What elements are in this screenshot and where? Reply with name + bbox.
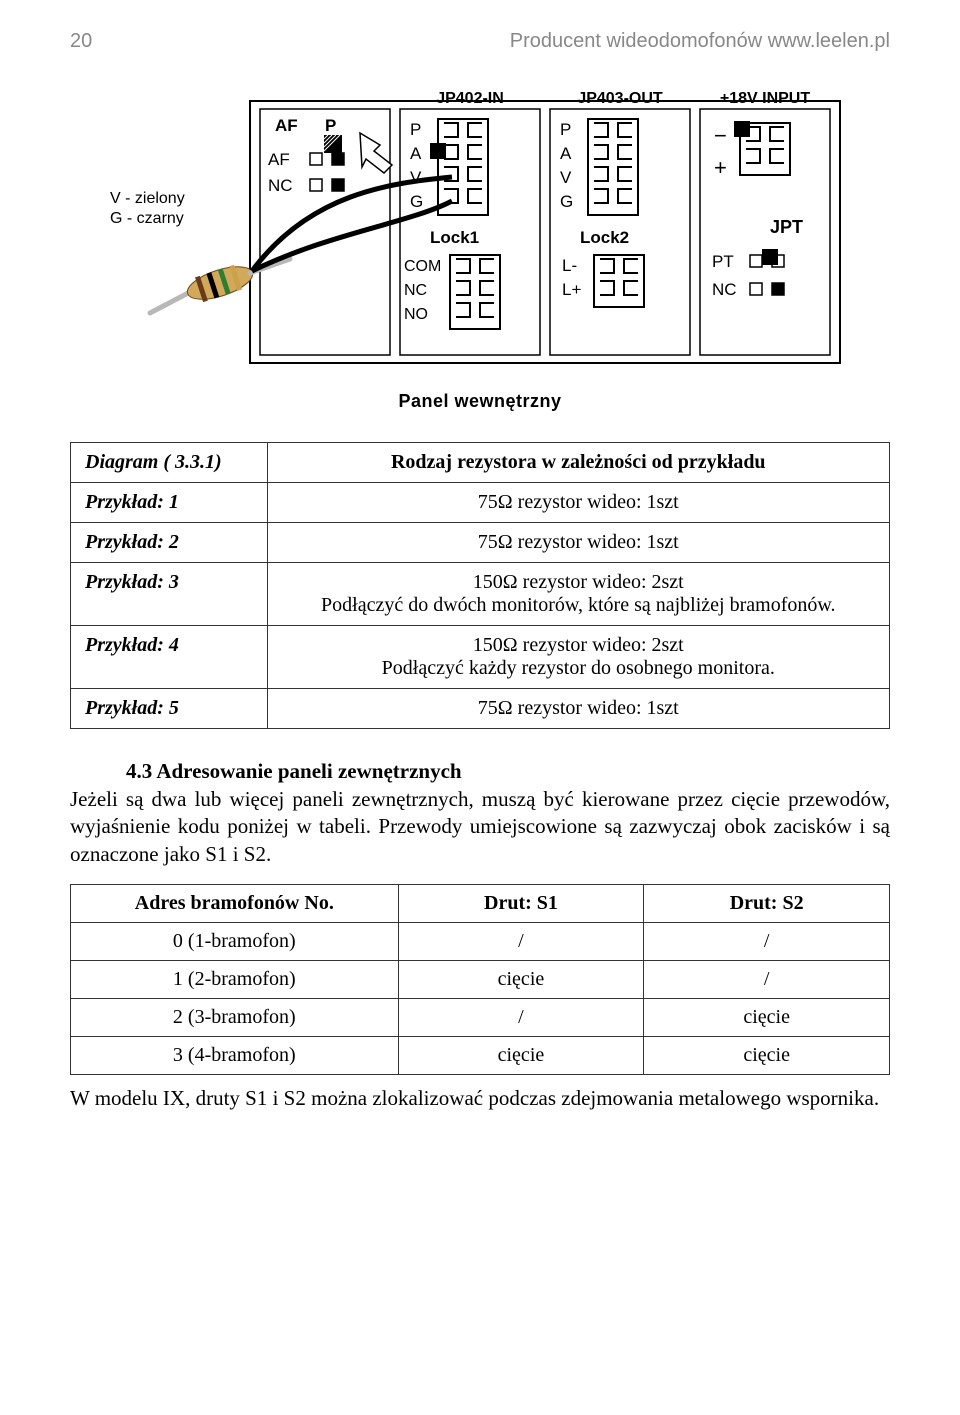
svg-text:JPT: JPT: [770, 217, 803, 237]
table-header-cell: Drut: S1: [398, 884, 644, 922]
svg-text:V: V: [560, 168, 572, 187]
table-row: Diagram ( 3.3.1)Rodzaj rezystora w zależ…: [71, 443, 890, 483]
svg-text:L+: L+: [562, 280, 581, 299]
svg-text:JP402-IN: JP402-IN: [436, 90, 504, 107]
page-number: 20: [70, 30, 92, 53]
table-cell: 150Ω rezystor wideo: 2sztPodłączyć do dw…: [267, 563, 889, 626]
svg-text:NC: NC: [712, 280, 737, 299]
table-header-cell: Drut: S2: [644, 884, 890, 922]
table-cell: /: [644, 960, 890, 998]
table-row: Przykład: 275Ω rezystor wideo: 1szt: [71, 523, 890, 563]
table-row: Przykład: 175Ω rezystor wideo: 1szt: [71, 483, 890, 523]
svg-text:A: A: [410, 144, 422, 163]
table-cell: cięcie: [644, 1036, 890, 1074]
table-cell: Przykład: 4: [71, 626, 268, 689]
svg-text:COM: COM: [404, 258, 441, 275]
section-title: 4.3 Adresowanie paneli zewnętrznych: [70, 759, 890, 784]
section-paragraph: Jeżeli są dwa lub więcej paneli zewnętrz…: [70, 786, 890, 868]
svg-text:G - czarny: G - czarny: [110, 210, 184, 227]
table-cell: /: [398, 998, 644, 1036]
table-cell: Rodzaj rezystora w zależności od przykła…: [267, 443, 889, 483]
svg-text:PT: PT: [712, 252, 734, 271]
table-cell: 75Ω rezystor wideo: 1szt: [267, 523, 889, 563]
table-cell: 0 (1-bramofon): [71, 922, 399, 960]
table-cell: /: [644, 922, 890, 960]
table-cell: Diagram ( 3.3.1): [71, 443, 268, 483]
table-row: Przykład: 4150Ω rezystor wideo: 2sztPodł…: [71, 626, 890, 689]
table-cell: 3 (4-bramofon): [71, 1036, 399, 1074]
table-cell: Przykład: 3: [71, 563, 268, 626]
svg-text:G: G: [410, 192, 423, 211]
table-cell: 75Ω rezystor wideo: 1szt: [267, 689, 889, 729]
svg-text:+: +: [714, 155, 727, 180]
svg-text:V - zielony: V - zielony: [110, 190, 185, 207]
svg-text:+18V INPUT: +18V INPUT: [720, 90, 810, 107]
table-cell: 2 (3-bramofon): [71, 998, 399, 1036]
diagram-caption: Panel wewnętrzny: [110, 391, 850, 412]
table-row: 0 (1-bramofon)//: [71, 922, 890, 960]
page-header: 20 Producent wideodomofonów www.leelen.p…: [70, 30, 890, 53]
wiring-diagram: JP402-INJP403-OUT+18V INPUTAFPAFNCPAVGLo…: [110, 83, 850, 412]
table-cell: cięcie: [398, 1036, 644, 1074]
table-cell: Przykład: 2: [71, 523, 268, 563]
table-row: 2 (3-bramofon)/cięcie: [71, 998, 890, 1036]
table-cell: 1 (2-bramofon): [71, 960, 399, 998]
svg-text:AF: AF: [275, 116, 298, 135]
table-row: 1 (2-bramofon)cięcie/: [71, 960, 890, 998]
footnote: W modelu IX, druty S1 i S2 można zlokali…: [70, 1085, 890, 1112]
svg-text:NO: NO: [404, 306, 428, 323]
table-row: 3 (4-bramofon)cięciecięcie: [71, 1036, 890, 1074]
svg-text:L-: L-: [562, 256, 577, 275]
table-cell: 150Ω rezystor wideo: 2sztPodłączyć każdy…: [267, 626, 889, 689]
diagram-svg: JP402-INJP403-OUT+18V INPUTAFPAFNCPAVGLo…: [110, 83, 850, 383]
table-cell: cięcie: [644, 998, 890, 1036]
svg-text:NC: NC: [404, 282, 427, 299]
address-table: Adres bramofonów No.Drut: S1Drut: S20 (1…: [70, 884, 890, 1075]
table-row: Przykład: 575Ω rezystor wideo: 1szt: [71, 689, 890, 729]
table-cell: 75Ω rezystor wideo: 1szt: [267, 483, 889, 523]
svg-text:P: P: [560, 120, 571, 139]
resistor-table: Diagram ( 3.3.1)Rodzaj rezystora w zależ…: [70, 442, 890, 729]
svg-text:JP403-OUT: JP403-OUT: [577, 90, 663, 107]
svg-text:Lock2: Lock2: [580, 228, 629, 247]
svg-text:Lock1: Lock1: [430, 228, 479, 247]
svg-text:P: P: [410, 120, 421, 139]
table-row: Przykład: 3150Ω rezystor wideo: 2sztPodł…: [71, 563, 890, 626]
site-text: Producent wideodomofonów www.leelen.pl: [510, 30, 890, 53]
table-cell: /: [398, 922, 644, 960]
svg-text:P: P: [325, 116, 336, 135]
table-header-cell: Adres bramofonów No.: [71, 884, 399, 922]
table-row: Adres bramofonów No.Drut: S1Drut: S2: [71, 884, 890, 922]
svg-text:−: −: [714, 123, 727, 148]
svg-text:A: A: [560, 144, 572, 163]
svg-text:G: G: [560, 192, 573, 211]
table-cell: Przykład: 5: [71, 689, 268, 729]
svg-text:NC: NC: [268, 176, 293, 195]
table-cell: cięcie: [398, 960, 644, 998]
svg-text:AF: AF: [268, 150, 290, 169]
table-cell: Przykład: 1: [71, 483, 268, 523]
